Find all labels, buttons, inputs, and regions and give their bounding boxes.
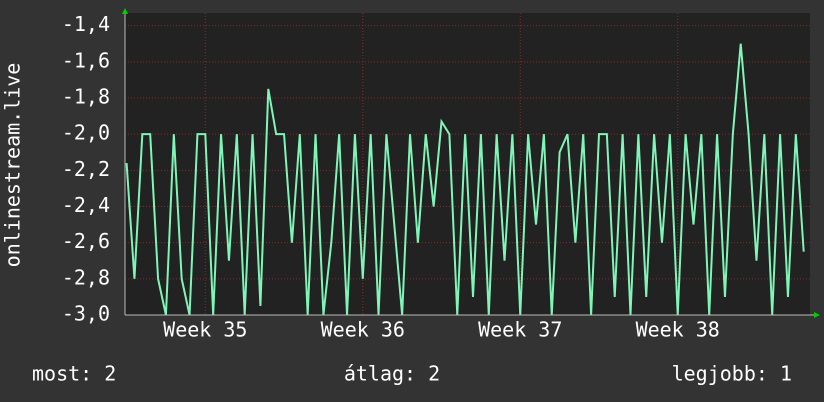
- y-tick-label: -2,8: [62, 265, 110, 289]
- y-tick-label: -2,2: [62, 157, 110, 181]
- footer-best: legjobb: 1: [672, 362, 792, 386]
- axis-arrow: [122, 8, 128, 14]
- y-tick-label: -1,8: [62, 84, 110, 108]
- y-tick-label: -3,0: [62, 302, 110, 326]
- footer-most: most: 2: [32, 362, 116, 386]
- data-line: [125, 43, 805, 316]
- x-tick-label: Week 38: [636, 318, 720, 342]
- x-tick-label: Week 37: [478, 318, 562, 342]
- y-tick-label: -1,6: [62, 48, 110, 72]
- y-tick-label: -2,6: [62, 229, 110, 253]
- y-tick-label: -1,4: [62, 12, 110, 36]
- plot: [125, 43, 805, 316]
- footer-average: átlag: 2: [344, 362, 440, 386]
- y-tick-label: -2,4: [62, 193, 110, 217]
- y-axis-label: onlinestream.live: [1, 63, 25, 268]
- x-tick-label: Week 36: [321, 318, 405, 342]
- y-tick-label: -2,0: [62, 121, 110, 145]
- x-tick-label: Week 35: [163, 318, 247, 342]
- axis-arrow: [814, 312, 820, 318]
